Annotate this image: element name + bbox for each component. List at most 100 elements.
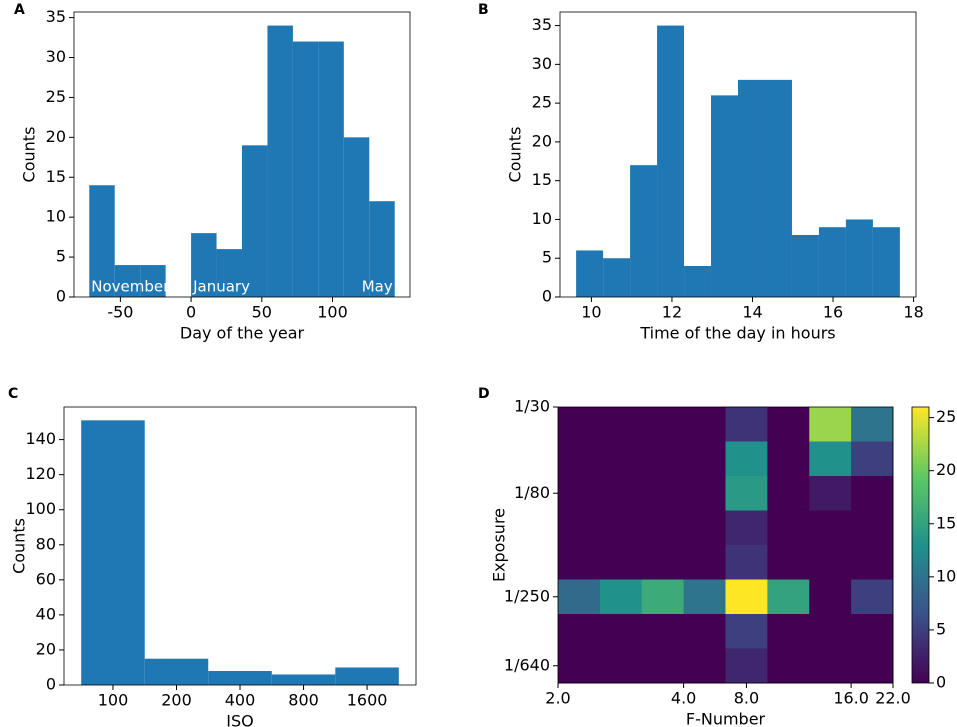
x-tick-label: 200 [161, 691, 192, 710]
bar [271, 674, 336, 685]
panel-label: A [14, 2, 25, 18]
heatmap-cell [851, 614, 894, 649]
bar [711, 95, 738, 298]
heatmap-cell [725, 545, 768, 580]
x-tick-label: 100 [98, 691, 129, 710]
heatmap-cell [725, 510, 768, 546]
heatmap-cell [809, 510, 852, 546]
heatmap-cell [641, 579, 685, 615]
y-tick-label: 120 [25, 464, 56, 483]
colorbar [911, 406, 930, 684]
heatmap-cell [599, 545, 643, 580]
heatmap-cell [725, 441, 768, 477]
y-tick-label: 30 [532, 54, 552, 73]
heatmap-cell [767, 579, 810, 615]
y-tick-label: 0 [56, 287, 66, 306]
x-tick-label: 18 [903, 303, 923, 322]
colorbar-tick-label: 0 [936, 673, 946, 692]
heatmap-cell [641, 648, 685, 684]
y-tick-label: 60 [36, 569, 56, 588]
heatmap-cell [767, 614, 810, 649]
y-tick-label: 5 [56, 247, 66, 266]
heatmap-cell [809, 407, 852, 442]
y-tick-label: 1/80 [514, 483, 550, 502]
y-tick-label: 10 [46, 207, 66, 226]
x-tick-label: -50 [107, 303, 133, 322]
y-tick-label: 1/30 [514, 397, 550, 416]
x-tick-label: 1600 [347, 691, 388, 710]
y-tick-label: 25 [46, 87, 66, 106]
x-tick-label: 8.0 [734, 689, 759, 708]
heatmap-cell [767, 476, 810, 511]
x-tick-label: 14 [742, 303, 762, 322]
heatmap-cell [683, 441, 726, 477]
heatmap-cell [599, 510, 643, 546]
bar [630, 165, 658, 297]
bar [208, 670, 272, 685]
x-tick-label: 16 [823, 303, 843, 322]
y-tick-label: 0 [46, 675, 56, 694]
bar [343, 137, 370, 297]
heatmap-cell [767, 441, 810, 477]
bar [144, 658, 209, 685]
heatmap-cell [809, 648, 852, 684]
heatmap-cell [725, 579, 768, 615]
bar [845, 219, 873, 297]
y-tick-label: 20 [46, 127, 66, 146]
colorbar-tick-label: 10 [936, 566, 956, 585]
heatmap-cell [558, 579, 601, 615]
bar [684, 265, 712, 297]
heatmap-cell [641, 476, 685, 511]
y-tick-label: 100 [25, 499, 56, 518]
panel-label: D [478, 386, 490, 402]
axes-frame [557, 406, 894, 684]
y-tick-label: 25 [532, 93, 552, 112]
bar [818, 227, 846, 297]
bar [292, 41, 319, 298]
x-tick-label: 22.0 [875, 689, 911, 708]
annotation: November [91, 278, 170, 296]
x-axis-label: Day of the year [180, 324, 305, 343]
heatmap-cell [558, 407, 601, 442]
bar [738, 79, 765, 297]
x-tick-label: 12 [662, 303, 682, 322]
heatmap-cell [558, 510, 601, 546]
x-tick-label: 50 [252, 303, 272, 322]
y-tick-label: 5 [542, 248, 552, 267]
bar [335, 667, 399, 685]
y-tick-label: 1/640 [504, 655, 550, 674]
bar [576, 250, 604, 297]
x-tick-label: 2.0 [545, 689, 570, 708]
y-axis-label: Counts [20, 127, 39, 183]
bar [114, 265, 141, 297]
bar [603, 258, 631, 297]
axes-frame [559, 11, 917, 298]
heatmap-cell [851, 441, 894, 477]
heatmap-cell [767, 510, 810, 546]
heatmap-cell [767, 545, 810, 580]
heatmap-cell [683, 545, 726, 580]
heatmap-cell [725, 407, 768, 442]
x-tick-label: 100 [317, 303, 348, 322]
bar [369, 201, 395, 297]
y-tick-label: 1/250 [504, 586, 550, 605]
y-tick-label: 20 [36, 639, 56, 658]
heatmap-cell [809, 545, 852, 580]
heatmap-cell [599, 407, 643, 442]
colorbar-tick-label: 25 [936, 407, 956, 426]
x-tick-label: 400 [225, 691, 256, 710]
colorbar-tick-label: 15 [936, 513, 956, 532]
heatmap-cell [809, 579, 852, 615]
heatmap-cell [851, 545, 894, 580]
heatmap-cell [851, 648, 894, 684]
bar [89, 185, 115, 297]
heatmap-cell [641, 441, 685, 477]
bar [791, 234, 819, 297]
heatmap-cell [851, 579, 894, 615]
y-tick-label: 140 [25, 429, 56, 448]
bar [81, 420, 145, 685]
heatmap-cell [641, 407, 685, 442]
panel-label: C [8, 386, 18, 402]
heatmap-cell [599, 614, 643, 649]
